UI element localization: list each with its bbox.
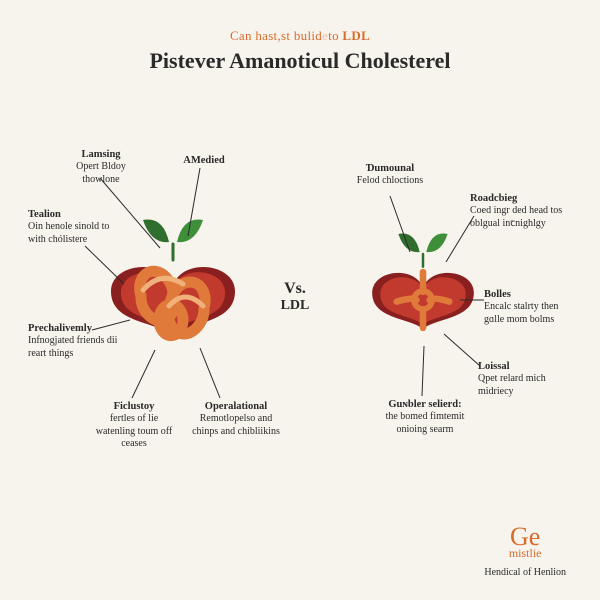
label-body: Encalc stalrty then gɑlle mom bolms xyxy=(484,301,558,325)
label-body: Coed ingr ded head tos oblgual inꞇnighlg… xyxy=(470,205,562,229)
vs-label: Vs. LDL xyxy=(270,280,320,314)
label-body: Remotlopelso and chinps and chibliikins xyxy=(192,413,280,437)
label-operalational: OperalationalRemotlopelso and chinps and… xyxy=(186,400,286,438)
brand-block: Ge mistlie Hendical of Henlion xyxy=(484,528,566,578)
label-head: Operalational xyxy=(186,400,286,413)
label-roadcbieg: RoadcbiegCoed ingr ded head tos oblgual … xyxy=(470,192,570,230)
label-head: Bolles xyxy=(484,288,576,301)
label-ficlustoy: Ficlustoyfertles of lie watenling toum o… xyxy=(92,400,176,451)
label-gunbler: Guɴbler selierd:the bomed fimtemit onioi… xyxy=(370,398,480,436)
label-body: Infnogjated friends dii reart things xyxy=(28,335,117,359)
label-body: Oin henole sinold to with chólistere xyxy=(28,221,109,245)
label-head: Tealion xyxy=(28,208,116,221)
label-head: Roadcbieg xyxy=(470,192,570,205)
label-body: Felod chloctions xyxy=(357,175,423,186)
label-body: Qpet relard mich midriecy xyxy=(478,373,546,397)
label-amedied: AMedied xyxy=(172,154,236,167)
label-prechalivemly: PrechalivemlyInfnogjated friends dii rea… xyxy=(28,322,124,360)
brand-tagline: Hendical of Henlion xyxy=(484,567,566,578)
label-head: Guɴbler selierd: xyxy=(370,398,480,411)
brand-logo: Ge xyxy=(484,528,566,546)
label-body: Opert Bldoy thowlone xyxy=(76,161,126,185)
label-body: the bomed fimtemit onioing searm xyxy=(386,411,465,435)
label-lamsing: LamsingOpert Bldoy thowlone xyxy=(66,148,136,186)
vs-bottom: LDL xyxy=(270,298,320,314)
label-head: Loissal xyxy=(478,360,570,373)
label-loissal: LoissalQpet relard mich midriecy xyxy=(478,360,570,398)
label-head: AMedied xyxy=(172,154,236,167)
vs-top: Vs. xyxy=(270,280,320,298)
label-bolles: BollesEncalc stalrty then gɑlle mom bolm… xyxy=(484,288,576,326)
label-dumounal: ƊumounalFelod chloctions xyxy=(352,162,428,188)
brand-logo-sub: mistlie xyxy=(484,546,566,561)
label-body: fertles of lie watenling toum off ceases xyxy=(96,413,172,449)
label-head: Prechalivemly xyxy=(28,322,124,335)
label-head: Lamsing xyxy=(66,148,136,161)
label-head: Ficlustoy xyxy=(92,400,176,413)
label-head: Ɗumounal xyxy=(352,162,428,175)
label-tealion: TealionOin henole sinold to with chólist… xyxy=(28,208,116,246)
